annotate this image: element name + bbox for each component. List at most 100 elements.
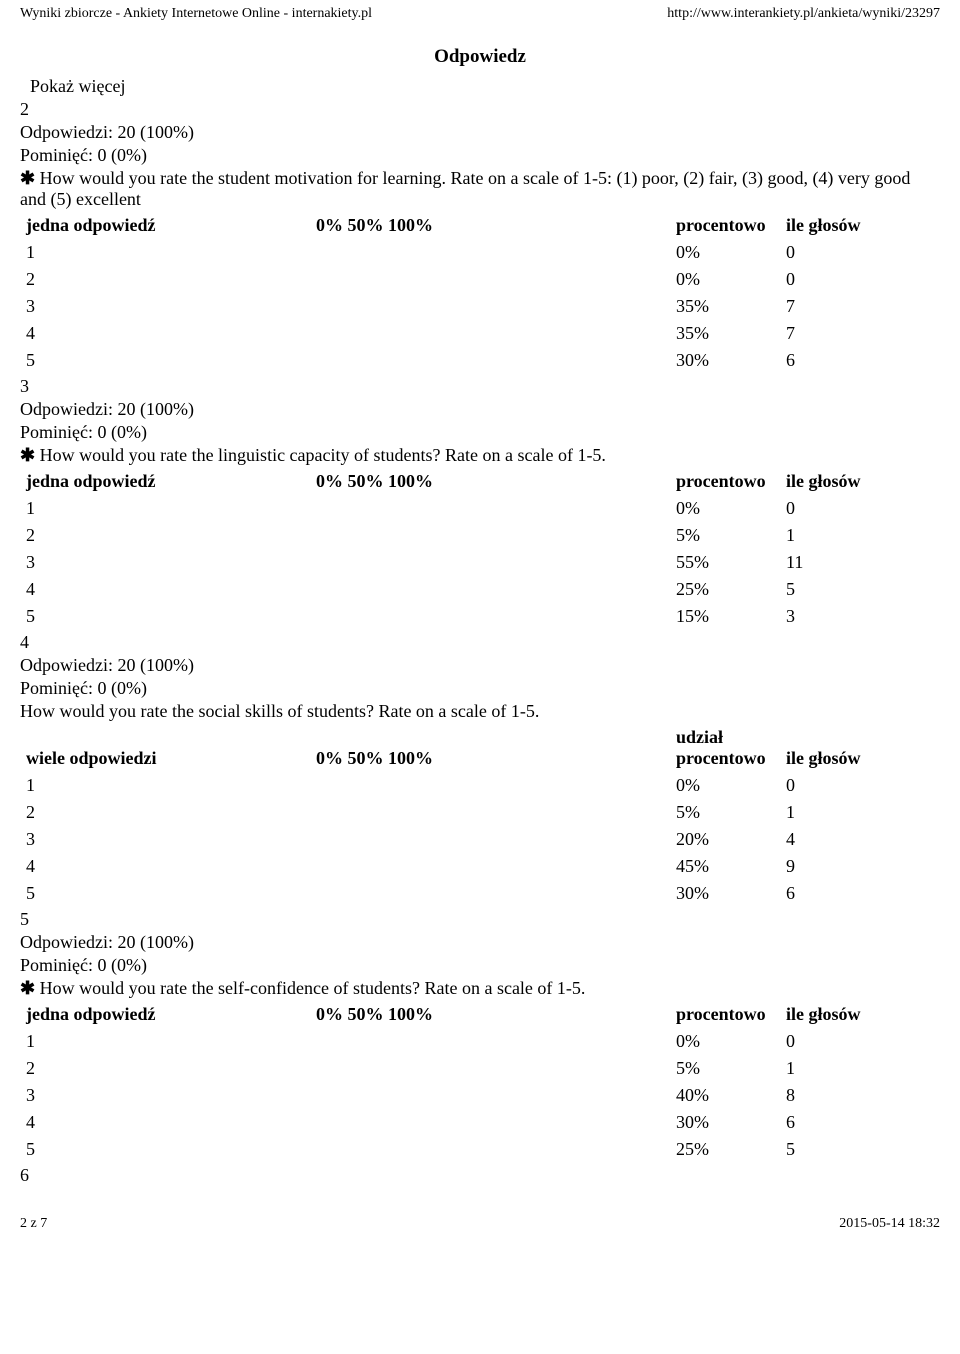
- pct-cell: 30%: [670, 347, 780, 374]
- votes-cell: 0: [780, 1028, 940, 1055]
- bar-cell: [310, 772, 610, 799]
- answer-label: 1: [20, 495, 310, 522]
- votes-cell: 5: [780, 1136, 940, 1163]
- col-votes-header: ile głosów: [780, 468, 940, 495]
- table-row: 25%1: [20, 522, 940, 549]
- pct-cell: 0%: [670, 1028, 780, 1055]
- bar-cell: [310, 549, 610, 576]
- bar-cell: [310, 880, 610, 907]
- bar-cell: [310, 799, 610, 826]
- answer-label: 3: [20, 293, 310, 320]
- question-label: How would you rate the student motivatio…: [20, 168, 910, 209]
- table-row: 25%1: [20, 799, 940, 826]
- answer-label: 4: [20, 576, 310, 603]
- table-row: 515%3: [20, 603, 940, 630]
- col-bar-header: 0% 50% 100%: [310, 212, 610, 239]
- col-votes-header: ile głosów: [780, 212, 940, 239]
- page-header: Wyniki zbiorcze - Ankiety Internetowe On…: [20, 0, 940, 46]
- pct-cell: 40%: [670, 1082, 780, 1109]
- votes-cell: 6: [780, 880, 940, 907]
- bar-cell: [310, 320, 610, 347]
- skipped-line: Pominięć: 0 (0%): [20, 145, 940, 166]
- col-bar-header: 0% 50% 100%: [310, 468, 610, 495]
- pct-cell: 30%: [670, 880, 780, 907]
- bar-cell: [310, 1109, 610, 1136]
- pct-cell: 0%: [670, 266, 780, 293]
- votes-cell: 0: [780, 495, 940, 522]
- section-number: 5: [20, 909, 940, 930]
- col-answer-header: jedna odpowiedź: [20, 468, 310, 495]
- pct-cell: 25%: [670, 576, 780, 603]
- bar-cell: [310, 576, 610, 603]
- pct-cell: 5%: [670, 522, 780, 549]
- show-more-link[interactable]: Pokaż więcej: [20, 76, 940, 97]
- pct-cell: 35%: [670, 320, 780, 347]
- question-text: ✱ How would you rate the student motivat…: [20, 168, 940, 210]
- bar-cell: [310, 495, 610, 522]
- required-icon: ✱: [20, 168, 40, 188]
- table-row: 5 30%6: [20, 347, 940, 374]
- pct-cell: 5%: [670, 1055, 780, 1082]
- votes-cell: 6: [780, 347, 940, 374]
- table-row: 320%4: [20, 826, 940, 853]
- votes-cell: 5: [780, 576, 940, 603]
- bar-cell: [310, 347, 610, 374]
- page-footer: 2 z 7 2015-05-14 18:32: [20, 1188, 940, 1232]
- skipped-line: Pominięć: 0 (0%): [20, 955, 940, 976]
- answer-label: 1: [20, 1028, 310, 1055]
- results-table: wiele odpowiedzi0% 50% 100%udział procen…: [20, 724, 940, 907]
- pct-cell: 55%: [670, 549, 780, 576]
- responses-line: Odpowiedzi: 20 (100%): [20, 399, 940, 420]
- question-text: ✱ How would you rate the self-confidence…: [20, 978, 940, 999]
- pct-cell: 0%: [670, 772, 780, 799]
- results-table: jedna odpowiedź0% 50% 100%procentowoile …: [20, 212, 940, 374]
- table-row: 445%9: [20, 853, 940, 880]
- responses-line: Odpowiedzi: 20 (100%): [20, 122, 940, 143]
- pct-cell: 35%: [670, 293, 780, 320]
- table-row: 20%0: [20, 266, 940, 293]
- header-left: Wyniki zbiorcze - Ankiety Internetowe On…: [20, 6, 372, 22]
- answer-label: 5: [20, 347, 310, 374]
- votes-cell: 0: [780, 772, 940, 799]
- col-answer-header: jedna odpowiedź: [20, 1001, 310, 1028]
- col-share-header: [610, 724, 670, 772]
- table-row: 25%1: [20, 1055, 940, 1082]
- pct-cell: 0%: [670, 239, 780, 266]
- answer-label: 2: [20, 799, 310, 826]
- skipped-line: Pominięć: 0 (0%): [20, 422, 940, 443]
- answer-label: 4: [20, 320, 310, 347]
- question-text: ✱ How would you rate the linguistic capa…: [20, 445, 940, 466]
- table-row: 3 40%8: [20, 1082, 940, 1109]
- votes-cell: 8: [780, 1082, 940, 1109]
- bar-cell: [310, 293, 610, 320]
- table-row: 435%7: [20, 320, 940, 347]
- table-row: 1 0%0: [20, 1028, 940, 1055]
- bar-cell: [310, 603, 610, 630]
- votes-cell: 1: [780, 799, 940, 826]
- answer-label: 1: [20, 772, 310, 799]
- col-bar-header: 0% 50% 100%: [310, 1001, 610, 1028]
- section-number: 4: [20, 632, 940, 653]
- footer-timestamp: 2015-05-14 18:32: [839, 1216, 940, 1232]
- col-answer-header: jedna odpowiedź: [20, 212, 310, 239]
- page-title: Odpowiedz: [20, 46, 940, 68]
- bar-cell: [310, 266, 610, 293]
- bar-cell: [310, 1082, 610, 1109]
- answer-label: 3: [20, 826, 310, 853]
- table-row: 355%11: [20, 549, 940, 576]
- col-pct-header: procentowo: [670, 468, 780, 495]
- pct-cell: 45%: [670, 853, 780, 880]
- pct-cell: 30%: [670, 1109, 780, 1136]
- bar-cell: [310, 1055, 610, 1082]
- pct-cell: 0%: [670, 495, 780, 522]
- bar-cell: [310, 1028, 610, 1055]
- answer-label: 4: [20, 1109, 310, 1136]
- votes-cell: 7: [780, 293, 940, 320]
- votes-cell: 9: [780, 853, 940, 880]
- answer-label: 3: [20, 1082, 310, 1109]
- results-table: jedna odpowiedź0% 50% 100%procentowoile …: [20, 1001, 940, 1163]
- answer-label: 5: [20, 1136, 310, 1163]
- footer-page-number: 2 z 7: [20, 1216, 47, 1232]
- bar-cell: [310, 853, 610, 880]
- table-row: 3 35%7: [20, 293, 940, 320]
